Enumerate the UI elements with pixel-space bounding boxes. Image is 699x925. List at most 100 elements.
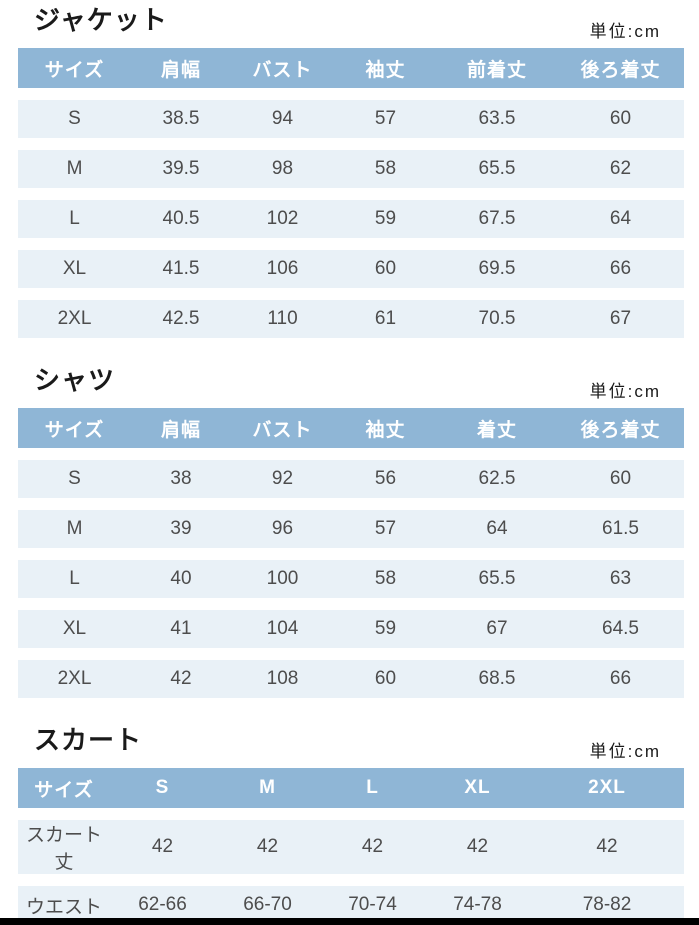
column-header: L	[320, 768, 425, 808]
cell-value: 70-74	[320, 886, 425, 924]
column-header: バスト	[231, 408, 334, 448]
cell-value: 62	[557, 150, 684, 188]
cell-value: 60	[557, 460, 684, 498]
table-row: 2XL 42.5 110 61 70.5 67	[18, 300, 684, 338]
jacket-section: ジャケット 単位:cm サイズ 肩幅 バスト 袖丈 前着丈 後ろ着丈 S 38.5 94 57 63…	[0, 4, 699, 350]
cell-value: 110	[231, 300, 334, 338]
row-label: XL	[18, 610, 131, 648]
row-label: スカート丈	[18, 820, 110, 874]
cell-value: 42	[215, 820, 320, 874]
column-header: サイズ	[18, 48, 131, 88]
cell-value: 67	[437, 610, 557, 648]
row-label: 2XL	[18, 660, 131, 698]
row-label: ウエスト	[18, 886, 110, 924]
cell-value: 64.5	[557, 610, 684, 648]
cell-value: 60	[334, 660, 437, 698]
column-header: バスト	[231, 48, 334, 88]
table-row: M 39.5 98 58 65.5 62	[18, 150, 684, 188]
cell-value: 78-82	[530, 886, 684, 924]
row-label: 2XL	[18, 300, 131, 338]
table-row: 2XL 42 108 60 68.5 66	[18, 660, 684, 698]
row-label: L	[18, 560, 131, 598]
cell-value: 63	[557, 560, 684, 598]
skirt-section-header: スカート 単位:cm	[34, 724, 661, 761]
cell-value: 62-66	[110, 886, 215, 924]
cell-value: 63.5	[437, 100, 557, 138]
cell-value: 40.5	[131, 200, 231, 238]
cell-value: 100	[231, 560, 334, 598]
column-header: 後ろ着丈	[557, 48, 684, 88]
table-header-row: サイズ S M L XL 2XL	[18, 768, 684, 808]
cell-value: 74-78	[425, 886, 530, 924]
cell-value: 96	[231, 510, 334, 548]
cell-value: 59	[334, 200, 437, 238]
column-header: 袖丈	[334, 48, 437, 88]
cell-value: 58	[334, 150, 437, 188]
table-row: スカート丈 42 42 42 42 42	[18, 820, 684, 874]
row-label: S	[18, 100, 131, 138]
shirt-unit-label: 単位:cm	[589, 382, 661, 401]
column-header: M	[215, 768, 320, 808]
cell-value: 40	[131, 560, 231, 598]
cell-value: 60	[557, 100, 684, 138]
skirt-unit-label: 単位:cm	[589, 742, 661, 761]
cell-value: 68.5	[437, 660, 557, 698]
shirt-title: シャツ	[34, 365, 116, 395]
cell-value: 60	[334, 250, 437, 288]
column-header: 着丈	[437, 408, 557, 448]
cell-value: 69.5	[437, 250, 557, 288]
bottom-edge-bar	[0, 918, 699, 925]
cell-value: 41.5	[131, 250, 231, 288]
table-row: XL 41 104 59 67 64.5	[18, 610, 684, 648]
table-row: XL 41.5 106 60 69.5 66	[18, 250, 684, 288]
cell-value: 67.5	[437, 200, 557, 238]
cell-value: 64	[557, 200, 684, 238]
jacket-size-table: サイズ 肩幅 バスト 袖丈 前着丈 後ろ着丈 S 38.5 94 57 63.5 60 M 39.5 98 5…	[18, 36, 684, 350]
table-row: M 39 96 57 64 61.5	[18, 510, 684, 548]
cell-value: 94	[231, 100, 334, 138]
column-header: 2XL	[530, 768, 684, 808]
row-label: M	[18, 150, 131, 188]
column-header: 肩幅	[131, 408, 231, 448]
cell-value: 104	[231, 610, 334, 648]
cell-value: 70.5	[437, 300, 557, 338]
cell-value: 92	[231, 460, 334, 498]
cell-value: 57	[334, 510, 437, 548]
cell-value: 42	[320, 820, 425, 874]
column-header: 肩幅	[131, 48, 231, 88]
shirt-section-header: シャツ 単位:cm	[34, 364, 661, 401]
cell-value: 42.5	[131, 300, 231, 338]
shirt-section: シャツ 単位:cm サイズ 肩幅 バスト 袖丈 着丈 後ろ着丈 S 38 92 56 62.5 60 M…	[0, 364, 699, 710]
cell-value: 39.5	[131, 150, 231, 188]
skirt-title: スカート	[34, 725, 143, 755]
cell-value: 57	[334, 100, 437, 138]
cell-value: 66	[557, 660, 684, 698]
table-header-row: サイズ 肩幅 バスト 袖丈 着丈 後ろ着丈	[18, 408, 684, 448]
column-header: サイズ	[18, 768, 110, 808]
column-header: XL	[425, 768, 530, 808]
table-row: ウエスト 62-66 66-70 70-74 74-78 78-82	[18, 886, 684, 924]
column-header: 前着丈	[437, 48, 557, 88]
cell-value: 98	[231, 150, 334, 188]
cell-value: 65.5	[437, 150, 557, 188]
column-header: 袖丈	[334, 408, 437, 448]
cell-value: 66	[557, 250, 684, 288]
cell-value: 56	[334, 460, 437, 498]
skirt-size-table: サイズ S M L XL 2XL スカート丈 42 42 42 42 42 ウエスト 62-66 66-70…	[18, 756, 684, 925]
cell-value: 64	[437, 510, 557, 548]
cell-value: 59	[334, 610, 437, 648]
cell-value: 62.5	[437, 460, 557, 498]
cell-value: 102	[231, 200, 334, 238]
row-label: M	[18, 510, 131, 548]
cell-value: 42	[425, 820, 530, 874]
cell-value: 38	[131, 460, 231, 498]
cell-value: 42	[131, 660, 231, 698]
row-label: S	[18, 460, 131, 498]
cell-value: 106	[231, 250, 334, 288]
cell-value: 42	[110, 820, 215, 874]
cell-value: 66-70	[215, 886, 320, 924]
jacket-title: ジャケット	[34, 5, 168, 35]
cell-value: 61.5	[557, 510, 684, 548]
table-row: L 40 100 58 65.5 63	[18, 560, 684, 598]
